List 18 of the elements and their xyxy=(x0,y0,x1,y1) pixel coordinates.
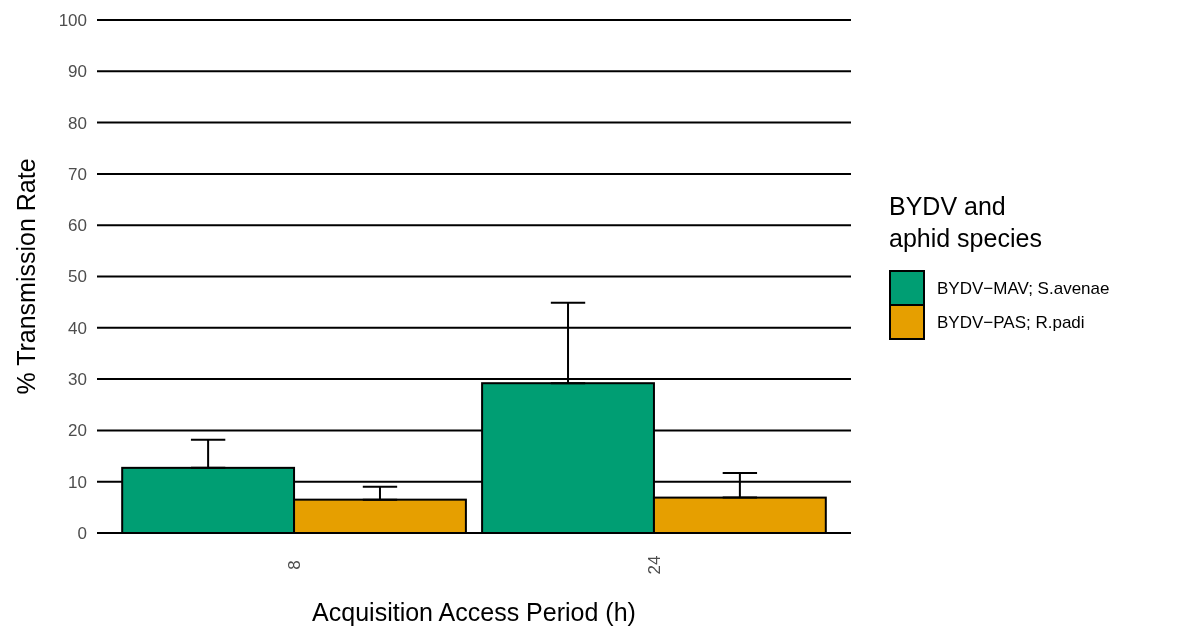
y-tick-label: 80 xyxy=(68,113,87,133)
legend-title: BYDV and aphid species xyxy=(889,192,1042,252)
y-tick-label: 20 xyxy=(68,421,87,441)
y-axis-title: % Transmission Rate xyxy=(12,158,40,395)
y-tick-label: 60 xyxy=(68,216,87,236)
y-tick-label: 40 xyxy=(68,318,87,338)
x-tick-label: 24 xyxy=(644,555,664,575)
y-tick-label: 70 xyxy=(68,164,87,184)
legend-label: BYDV−PAS; R.padi xyxy=(937,312,1085,332)
y-tick-label: 50 xyxy=(68,267,87,287)
y-tick-label: 30 xyxy=(68,370,87,390)
y-tick-label: 100 xyxy=(58,10,87,30)
legend-label: BYDV−MAV; S.avenae xyxy=(937,278,1110,298)
x-tick-label: 8 xyxy=(285,560,304,570)
x-axis-title: Acquisition Access Period (h) xyxy=(312,598,636,626)
y-tick-label: 10 xyxy=(68,472,87,492)
y-tick-label: 0 xyxy=(77,523,87,543)
y-tick-label: 90 xyxy=(68,62,87,82)
